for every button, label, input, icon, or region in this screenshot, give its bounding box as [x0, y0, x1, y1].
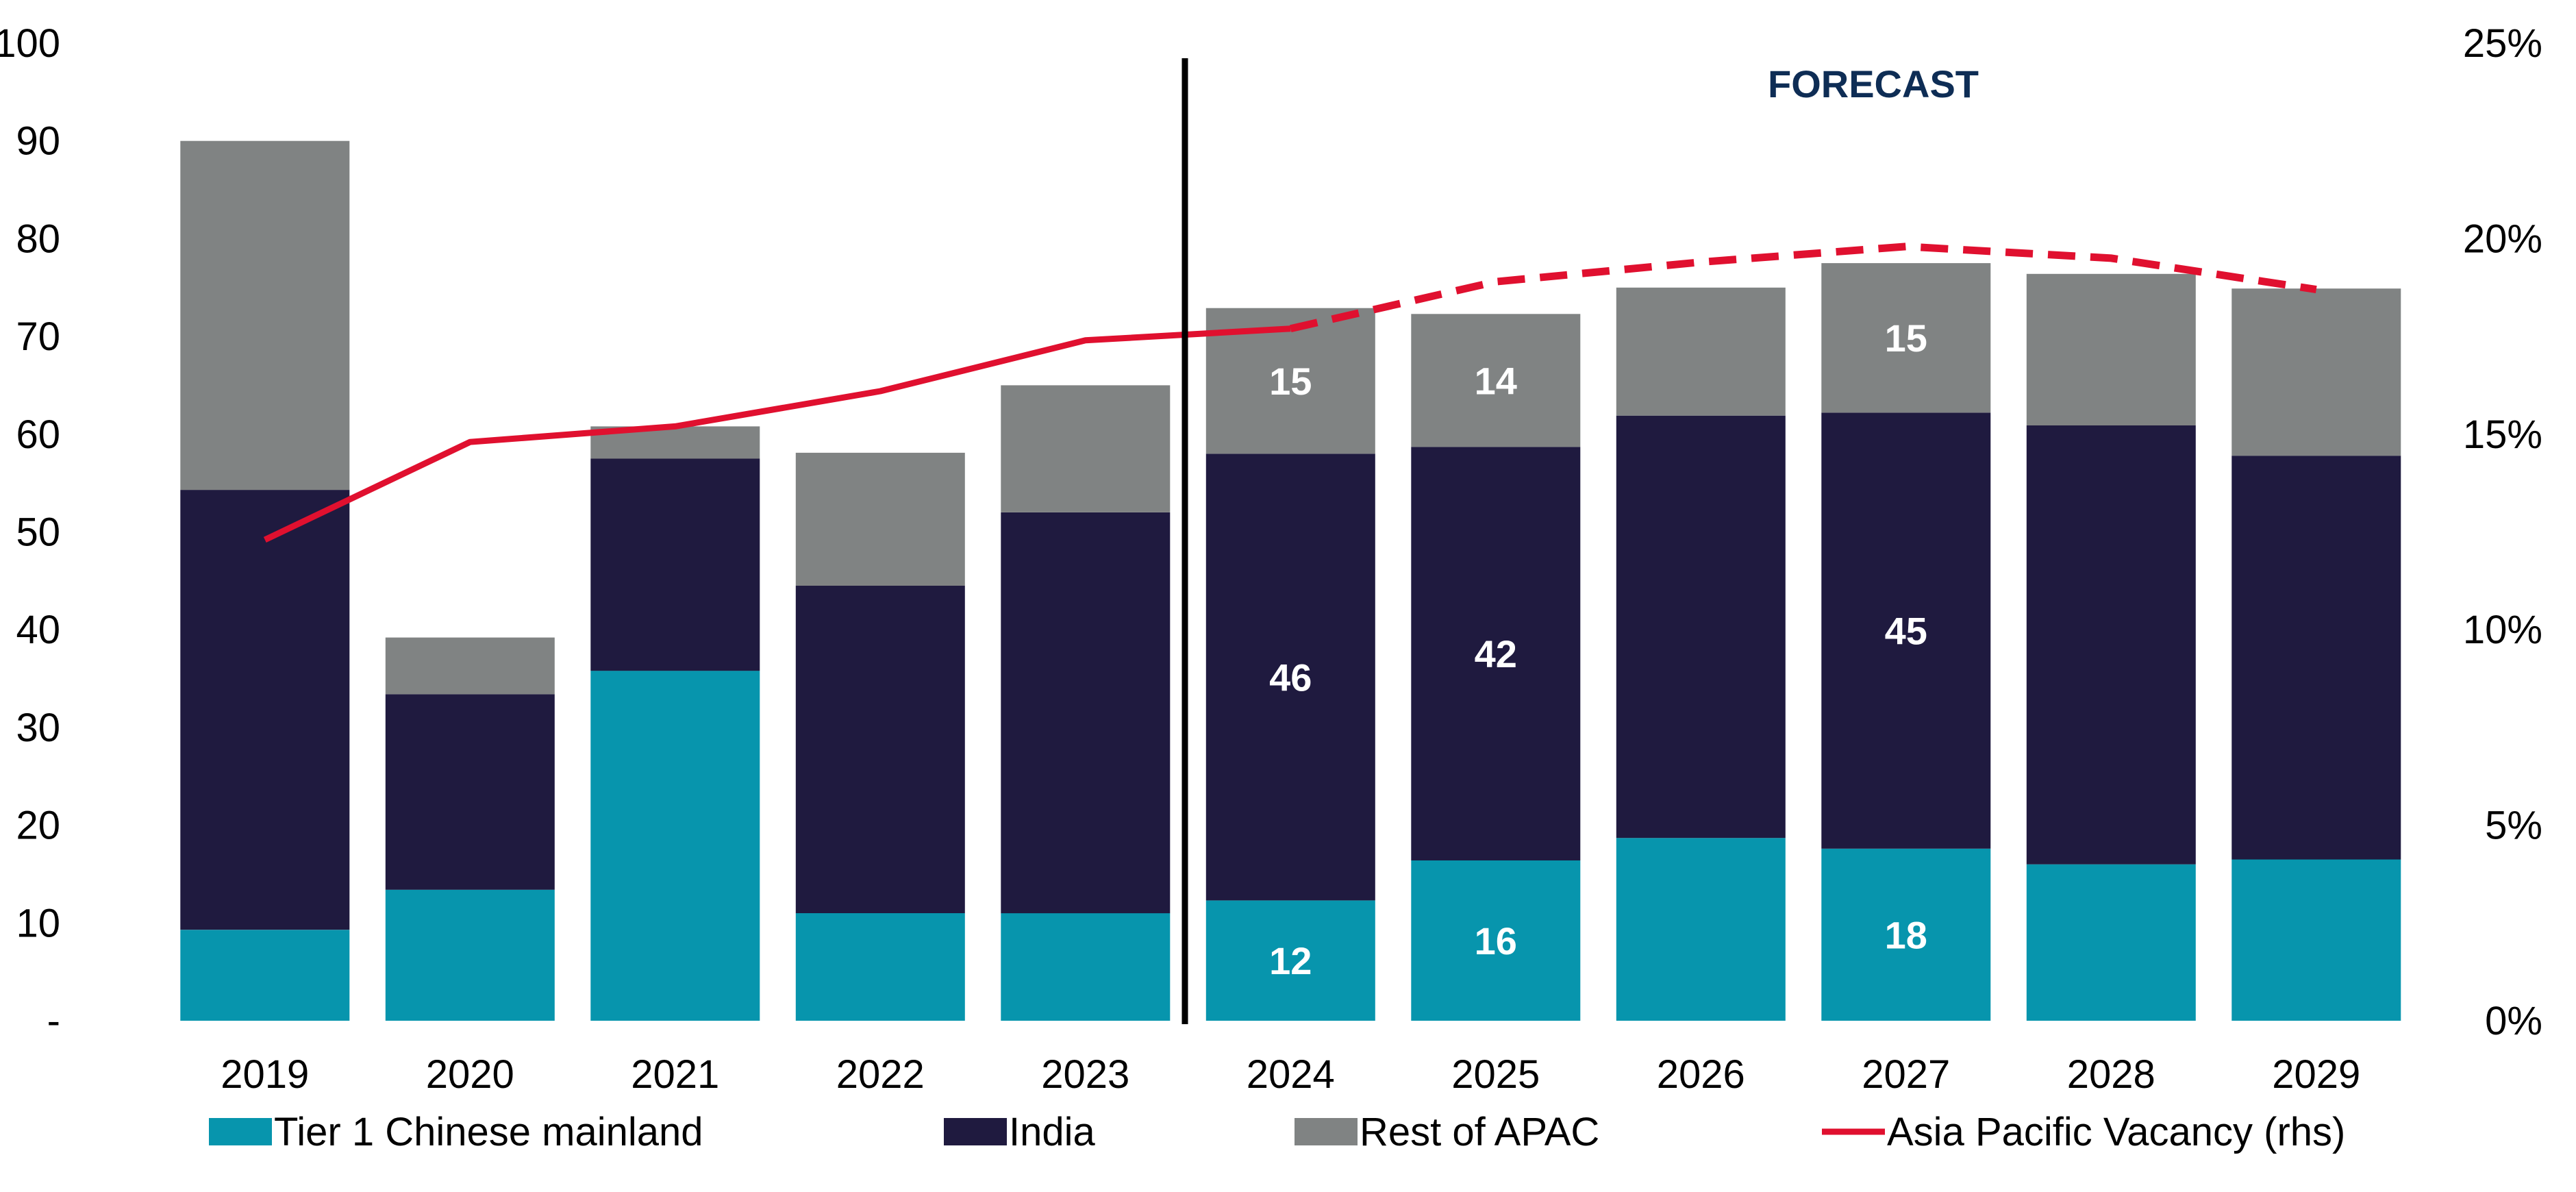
y-tick-left: -	[47, 999, 60, 1043]
bar-rest-of-apac-2020	[385, 637, 555, 695]
data-label-rest-of-apac-2027: 15	[1885, 316, 1927, 360]
bar-rest-of-apac-2022	[795, 452, 965, 586]
y-axis-left: - 10 20 30 40 50 60 70 80 90 100	[0, 21, 60, 1043]
bar-tier-1-chinese-mainland-2019	[180, 930, 350, 1021]
legend: Tier 1 Chinese mainland India Rest of APAC…	[209, 1110, 2345, 1154]
vacancy-line-layer	[263, 243, 2317, 543]
bar-india-2029	[2231, 456, 2401, 860]
data-labels-layer: 12 46 15 16 42 14 18 45 15	[1269, 316, 1927, 982]
bar-rest-of-apac-2029	[2231, 288, 2401, 456]
bar-rest-of-apac-2019	[180, 140, 350, 491]
data-label-tier-1-chinese-mainland-2027: 18	[1885, 913, 1927, 956]
y-tick-left: 30	[16, 706, 60, 750]
bar-tier-1-chinese-mainland-2026	[1616, 838, 1786, 1021]
bar-india-2019	[180, 490, 350, 930]
legend-swatch	[1295, 1118, 1358, 1145]
x-tick-2022: 2022	[836, 1052, 925, 1097]
data-label-tier-1-chinese-mainland-2025: 16	[1475, 919, 1517, 963]
x-tick-2027: 2027	[1862, 1052, 1950, 1097]
x-axis: 2019 2020 2021 2022 2023 2024 2025 2026 2027 2028…	[221, 1052, 2360, 1097]
bar-tier-1-chinese-mainland-2022	[795, 913, 965, 1021]
x-tick-2019: 2019	[221, 1052, 309, 1097]
bar-rest-of-apac-2023	[1001, 385, 1171, 512]
y-tick-right: 0%	[2485, 999, 2542, 1043]
legend-label: Tier 1 Chinese mainland	[274, 1110, 703, 1154]
bar-india-2021	[590, 458, 760, 671]
y-tick-left: 60	[16, 412, 60, 457]
x-tick-2021: 2021	[631, 1052, 719, 1097]
bar-rest-of-apac-2028	[2026, 273, 2196, 425]
y-tick-right: 20%	[2463, 216, 2542, 261]
bar-tier-1-chinese-mainland-2021	[590, 671, 760, 1021]
legend-item-asia-pacific-vacancy-rhs: Asia Pacific Vacancy (rhs)	[1822, 1110, 2345, 1154]
y-tick-left: 10	[16, 901, 60, 945]
legend-label: India	[1009, 1110, 1096, 1154]
y-tick-left: 40	[16, 608, 60, 652]
y-tick-left: 70	[16, 314, 60, 359]
legend-item-rest-of-apac: Rest of APAC	[1295, 1110, 1599, 1154]
data-label-india-2025: 42	[1475, 632, 1517, 675]
legend-label: Rest of APAC	[1360, 1110, 1599, 1154]
x-tick-2020: 2020	[426, 1052, 514, 1097]
bar-india-2022	[795, 586, 965, 913]
x-tick-2028: 2028	[2067, 1052, 2155, 1097]
vacancy-line-forecast	[1290, 243, 2317, 333]
bar-tier-1-chinese-mainland-2025	[1411, 860, 1581, 1021]
bars-layer	[180, 140, 2401, 1021]
data-label-tier-1-chinese-mainland-2024: 12	[1269, 939, 1312, 982]
bar-india-2024	[1205, 454, 1375, 901]
x-tick-2029: 2029	[2272, 1052, 2360, 1097]
x-tick-2024: 2024	[1247, 1052, 1335, 1097]
y-tick-left: 100	[0, 21, 60, 66]
y-tick-left: 20	[16, 804, 60, 848]
x-tick-2026: 2026	[1657, 1052, 1745, 1097]
legend-label: Asia Pacific Vacancy (rhs)	[1887, 1110, 2345, 1154]
bar-tier-1-chinese-mainland-2020	[385, 889, 555, 1021]
y-tick-left: 90	[16, 119, 60, 164]
bar-rest-of-apac-2027	[1821, 263, 1991, 413]
legend-item-tier-1-chinese-mainland: Tier 1 Chinese mainland	[209, 1110, 703, 1154]
data-label-rest-of-apac-2025: 14	[1475, 359, 1517, 402]
y-tick-right: 15%	[2463, 412, 2542, 457]
legend-item-india: India	[944, 1110, 1096, 1154]
bar-india-2020	[385, 694, 555, 890]
y-tick-right: 10%	[2463, 608, 2542, 652]
bar-tier-1-chinese-mainland-2028	[2026, 864, 2196, 1021]
bar-rest-of-apac-2025	[1411, 314, 1581, 447]
y-tick-right: 25%	[2463, 21, 2542, 66]
bar-india-2028	[2026, 425, 2196, 865]
y-tick-left: 80	[16, 216, 60, 261]
data-label-rest-of-apac-2024: 15	[1269, 360, 1312, 403]
x-tick-2025: 2025	[1451, 1052, 1540, 1097]
y-axis-right: 0% 5% 10% 15% 20% 25%	[2463, 21, 2542, 1043]
bar-tier-1-chinese-mainland-2027	[1821, 848, 1991, 1021]
forecast-annotation: FORECAST	[1768, 62, 1979, 105]
bar-tier-1-chinese-mainland-2029	[2231, 859, 2401, 1021]
x-tick-2023: 2023	[1041, 1052, 1129, 1097]
data-label-india-2024: 46	[1269, 656, 1312, 699]
data-label-india-2027: 45	[1885, 610, 1927, 653]
bar-india-2027	[1821, 412, 1991, 849]
bar-india-2026	[1616, 415, 1786, 839]
y-tick-left: 50	[16, 510, 60, 555]
bar-india-2023	[1001, 512, 1171, 914]
y-tick-right: 5%	[2485, 804, 2542, 848]
bar-india-2025	[1411, 447, 1581, 860]
legend-swatch	[944, 1118, 1007, 1145]
legend-swatch	[209, 1118, 272, 1145]
bar-tier-1-chinese-mainland-2024	[1205, 900, 1375, 1021]
bar-rest-of-apac-2026	[1616, 287, 1786, 416]
vacancy-line-actual	[263, 325, 1291, 543]
bar-tier-1-chinese-mainland-2023	[1001, 913, 1171, 1021]
